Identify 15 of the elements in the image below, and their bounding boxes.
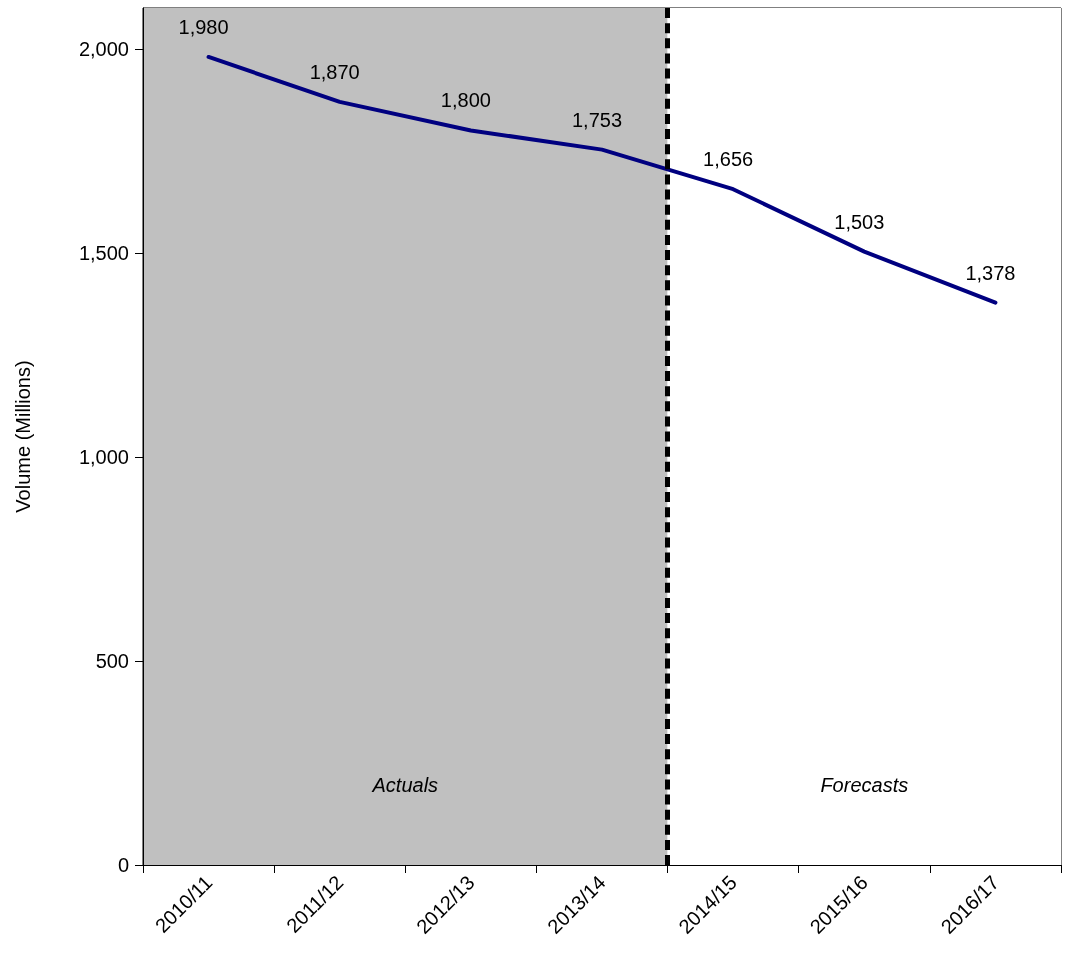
y-axis-title: Volume (Millions) — [12, 360, 34, 513]
y-tick-label: 500 — [95, 649, 129, 672]
data-label: 1,378 — [965, 261, 1016, 284]
data-label: 1,800 — [440, 89, 491, 112]
data-label: 1,656 — [703, 148, 754, 171]
data-label: 1,503 — [834, 210, 885, 233]
y-tick-label: 1,000 — [78, 445, 129, 468]
band-label: Forecasts — [820, 774, 909, 796]
y-tick-label: 2,000 — [78, 37, 129, 60]
y-tick-label: 0 — [117, 854, 129, 876]
data-label: 1,753 — [571, 108, 623, 131]
data-label: 1,980 — [178, 15, 229, 38]
y-tick-label: 1,500 — [78, 241, 129, 264]
band-label: Actuals — [371, 774, 439, 796]
data-label: 1,870 — [309, 60, 360, 83]
